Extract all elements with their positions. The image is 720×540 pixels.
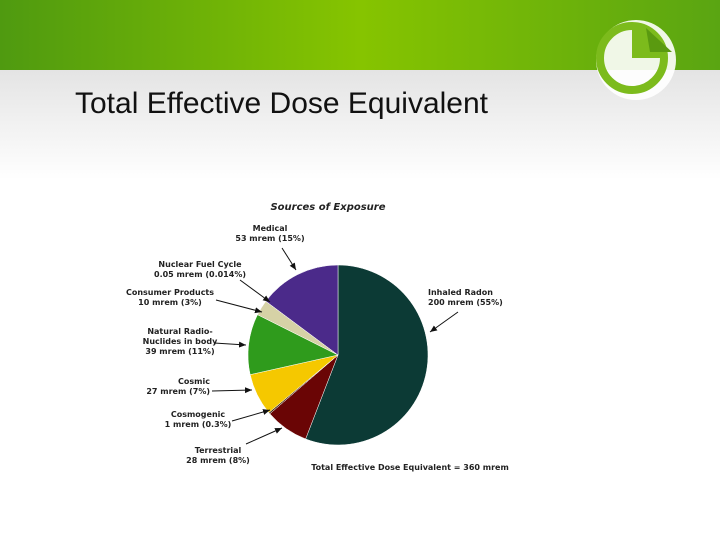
label-arrow [211, 387, 253, 394]
chart-title: Sources of Exposure [270, 202, 385, 213]
header-fade [0, 70, 720, 180]
slice-value-label: 200 mrem (55%) [428, 298, 503, 307]
logo [596, 20, 676, 100]
slice-label: Cosmic [178, 377, 210, 386]
slice-value-label: 10 mrem (3%) [138, 298, 202, 307]
slice-label: Terrestrial [195, 446, 242, 455]
slice-value-label: 28 mrem (8%) [186, 456, 250, 465]
label-arrow [245, 427, 283, 445]
slice-value-label: 27 mrem (7%) [146, 387, 210, 396]
slice-value-label: 0.05 mrem (0.014%) [154, 270, 246, 279]
slice-label: Nuclear Fuel Cycle [158, 260, 242, 269]
slice-label: Inhaled Radon [428, 288, 493, 297]
slice-label: Nuclides in body [143, 337, 218, 346]
slice-value-label: 53 mrem (15%) [235, 234, 304, 243]
slide-title: Total Effective Dose Equivalent [75, 87, 489, 120]
pie-slice [305, 264, 429, 446]
label-arrow [215, 299, 263, 314]
label-arrow [281, 247, 297, 271]
slice-value-label: 1 mrem (0.3%) [165, 420, 232, 429]
slice-label: Medical [253, 224, 288, 233]
label-arrow [239, 279, 271, 303]
slice-label: Natural Radio- [147, 327, 212, 336]
label-arrow [429, 311, 459, 333]
slice-value-label: 39 mrem (11%) [145, 347, 214, 356]
label-arrow [231, 409, 271, 422]
slice-label: Consumer Products [126, 288, 214, 297]
slice-label: Cosmogenic [171, 410, 226, 419]
chart-note: Total Effective Dose Equivalent = 360 mr… [311, 463, 509, 472]
label-arrow [213, 341, 247, 348]
